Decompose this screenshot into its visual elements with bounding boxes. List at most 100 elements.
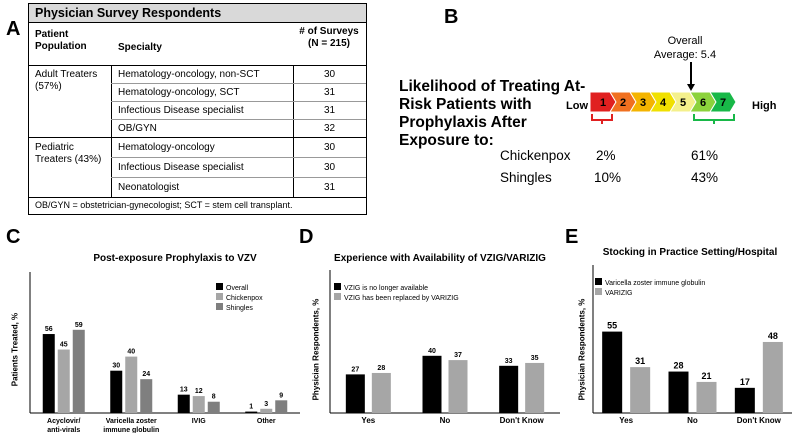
bar [602, 331, 623, 413]
data-label: 3 [264, 401, 268, 408]
bar [696, 381, 717, 413]
surveys-cell: 30 [323, 142, 336, 153]
surveys-cell: 31 [323, 182, 336, 193]
data-label: 33 [505, 358, 513, 365]
data-label: 9 [279, 392, 283, 399]
data-label: 40 [127, 349, 135, 356]
legend-swatch [216, 303, 223, 310]
bar [72, 329, 85, 413]
category-label: IVIG [192, 418, 207, 425]
legend-swatch [216, 283, 223, 290]
category-label: No [440, 416, 451, 425]
specialty-cell: OB/GYN [118, 123, 157, 134]
specialty-cell: Hematology-oncology [118, 142, 215, 153]
data-label: 30 [112, 363, 120, 370]
data-label: 8 [212, 394, 216, 401]
bar [448, 360, 468, 413]
bar [57, 349, 70, 413]
population-adult: Adult Treaters (57%) [35, 69, 98, 92]
category-label: Other [257, 418, 276, 425]
category-label: Yes [361, 416, 375, 425]
data-label: 55 [607, 321, 617, 331]
data-label: 37 [454, 352, 462, 359]
header-population: Patient Population [35, 29, 87, 52]
category-label: immune globulin [103, 427, 159, 433]
bar [207, 401, 220, 413]
specialty-cell: Infectious Disease specialist [118, 105, 244, 116]
surveys-cell: 31 [323, 105, 336, 116]
data-label: 31 [635, 356, 645, 366]
scale-chevron [709, 91, 737, 113]
respondents-table: Physician Survey Respondents Patient Pop… [28, 3, 367, 215]
legend-swatch [595, 278, 602, 285]
data-label: 56 [45, 326, 53, 333]
shingles-label: Shingles [500, 170, 552, 185]
specialty-cell: Infectious Disease specialist [118, 162, 244, 173]
likelihood-question: Likelihood of Treating At-Risk Patients … [399, 78, 586, 149]
data-label: 35 [531, 355, 539, 362]
bar [192, 396, 205, 413]
bar [371, 372, 391, 413]
legend-label: Overall [226, 285, 249, 292]
chickenpox-low-pct: 2% [596, 148, 616, 163]
bar [345, 374, 365, 413]
data-label: 21 [701, 371, 711, 381]
data-label: 28 [673, 361, 683, 371]
legend-label: VZIG is no longer available [344, 285, 428, 292]
chart-c-title: Post-exposure Prophylaxis to VZV [93, 253, 257, 264]
bar [734, 387, 755, 413]
bar [525, 362, 545, 413]
chickenpox-label: Chickenpox [500, 148, 571, 163]
category-label: Acyclovir/ [47, 418, 81, 425]
data-label: 24 [142, 371, 150, 378]
bar [245, 411, 258, 413]
legend-swatch [216, 293, 223, 300]
legend-label: Chickenpox [226, 295, 263, 302]
chart-d-title: Experience with Availability of VZIG/VAR… [334, 253, 546, 264]
legend-swatch [334, 293, 341, 300]
chart-d: 27 28 Yes 40 37 No 33 35 Don't Know VZIG is no lo… [329, 270, 560, 425]
chart-c: 56 45 59 Acyclovir/anti-virals 30 40 24 Varicel… [29, 272, 300, 433]
panel-letter-b: B [444, 6, 459, 28]
category-label: Don't Know [500, 416, 545, 425]
scale-number: 6 [700, 97, 706, 109]
data-label: 48 [768, 331, 778, 341]
scale-high-label: High [752, 100, 777, 112]
surveys-cell: 32 [323, 123, 336, 134]
scale-number: 4 [660, 97, 667, 109]
bar [762, 341, 783, 413]
legend-label: VZIG has been replaced by VARIZIG [344, 295, 459, 302]
bar [668, 371, 689, 413]
header-surveys: # of Surveys (N = 215) [299, 26, 359, 49]
specialty-cell: Hematology-oncology, SCT [118, 87, 240, 98]
specialty-cell: Hematology-oncology, non-SCT [118, 69, 260, 80]
scale-number: 1 [600, 97, 606, 109]
scale-low-label: Low [566, 100, 588, 112]
likelihood-scale: 1 2 3 4 5 6 7 [590, 62, 737, 124]
bar [260, 408, 273, 413]
legend-swatch [334, 283, 341, 290]
category-label: Yes [619, 416, 633, 425]
chart-c-ylabel: Patients Treated, % [10, 312, 20, 387]
data-label: 59 [75, 322, 83, 329]
category-label: Don't Know [737, 416, 782, 425]
category-label: anti-virals [47, 427, 80, 433]
average-label: Average: 5.4 [653, 49, 717, 61]
bar [110, 370, 123, 413]
data-label: 17 [740, 377, 750, 387]
shingles-low-pct: 10% [594, 170, 622, 185]
surveys-cell: 31 [323, 87, 336, 98]
population-pediatric: Pediatric Treaters (43%) [35, 142, 102, 165]
legend-label: VARIZIG [605, 290, 632, 297]
legend-label: Shingles [226, 305, 253, 312]
category-label: Varicella zoster [106, 418, 157, 425]
bar [177, 394, 190, 413]
bar [42, 334, 55, 413]
bar [275, 400, 288, 413]
table-footnote: OB/GYN = obstetrician-gynecologist; SCT … [35, 200, 293, 210]
bar [125, 356, 138, 413]
scale-number: 5 [680, 97, 686, 109]
bar [499, 365, 519, 413]
table-title: Physician Survey Respondents [29, 4, 366, 23]
panel-letter-a: A [6, 18, 21, 40]
